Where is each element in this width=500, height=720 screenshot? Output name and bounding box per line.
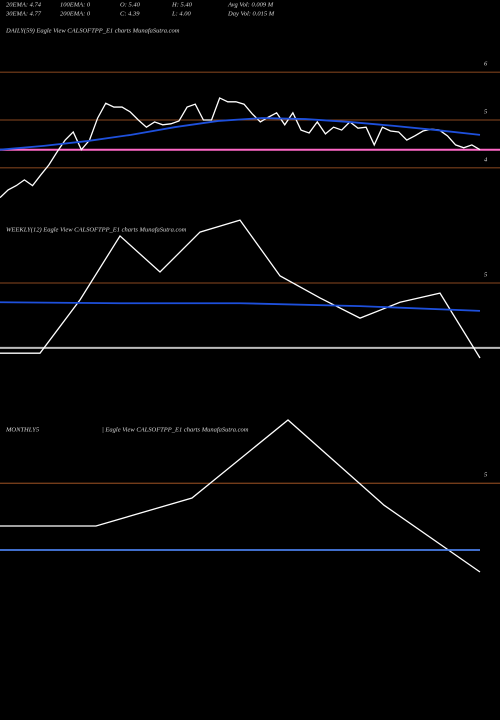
panel-title: WEEKLY(12) Eagle View CALSOFTPP_E1 chart… (6, 226, 187, 233)
header-stat: 200EMA: 0 (60, 10, 91, 17)
price-line (0, 419, 481, 573)
price-line (0, 301, 481, 312)
y-tick-label: 6 (484, 61, 488, 68)
y-tick-label: 5 (484, 272, 488, 279)
panel-title: MONTHLY5 (5, 426, 40, 433)
header-stat: 30EMA: 4.77 (5, 10, 42, 17)
price-line (0, 117, 481, 151)
header-stat: C: 4.39 (120, 10, 140, 17)
header-stat: 20EMA: 4.74 (6, 1, 42, 8)
header-stat: 100EMA: 0 (60, 1, 91, 8)
price-line (0, 97, 481, 199)
price-line (0, 219, 481, 359)
header-stat: Day Vol: 0.015 M (227, 10, 275, 17)
header-stat: O: 5.40 (120, 1, 141, 8)
header-stat: L: 4.00 (171, 10, 192, 17)
panel-title: DAILY(59) Eagle View CALSOFTPP_E1 charts… (5, 27, 180, 34)
y-tick-label: 5 (484, 472, 488, 479)
panel-subtitle: | Eagle View CALSOFTPP_E1 charts MunafaS… (102, 426, 249, 433)
header-stat: Avg Vol: 0.009 M (227, 1, 274, 8)
y-tick-label: 4 (484, 156, 488, 163)
y-tick-label: 5 (484, 108, 488, 115)
header-stat: H: 5.40 (171, 1, 193, 8)
